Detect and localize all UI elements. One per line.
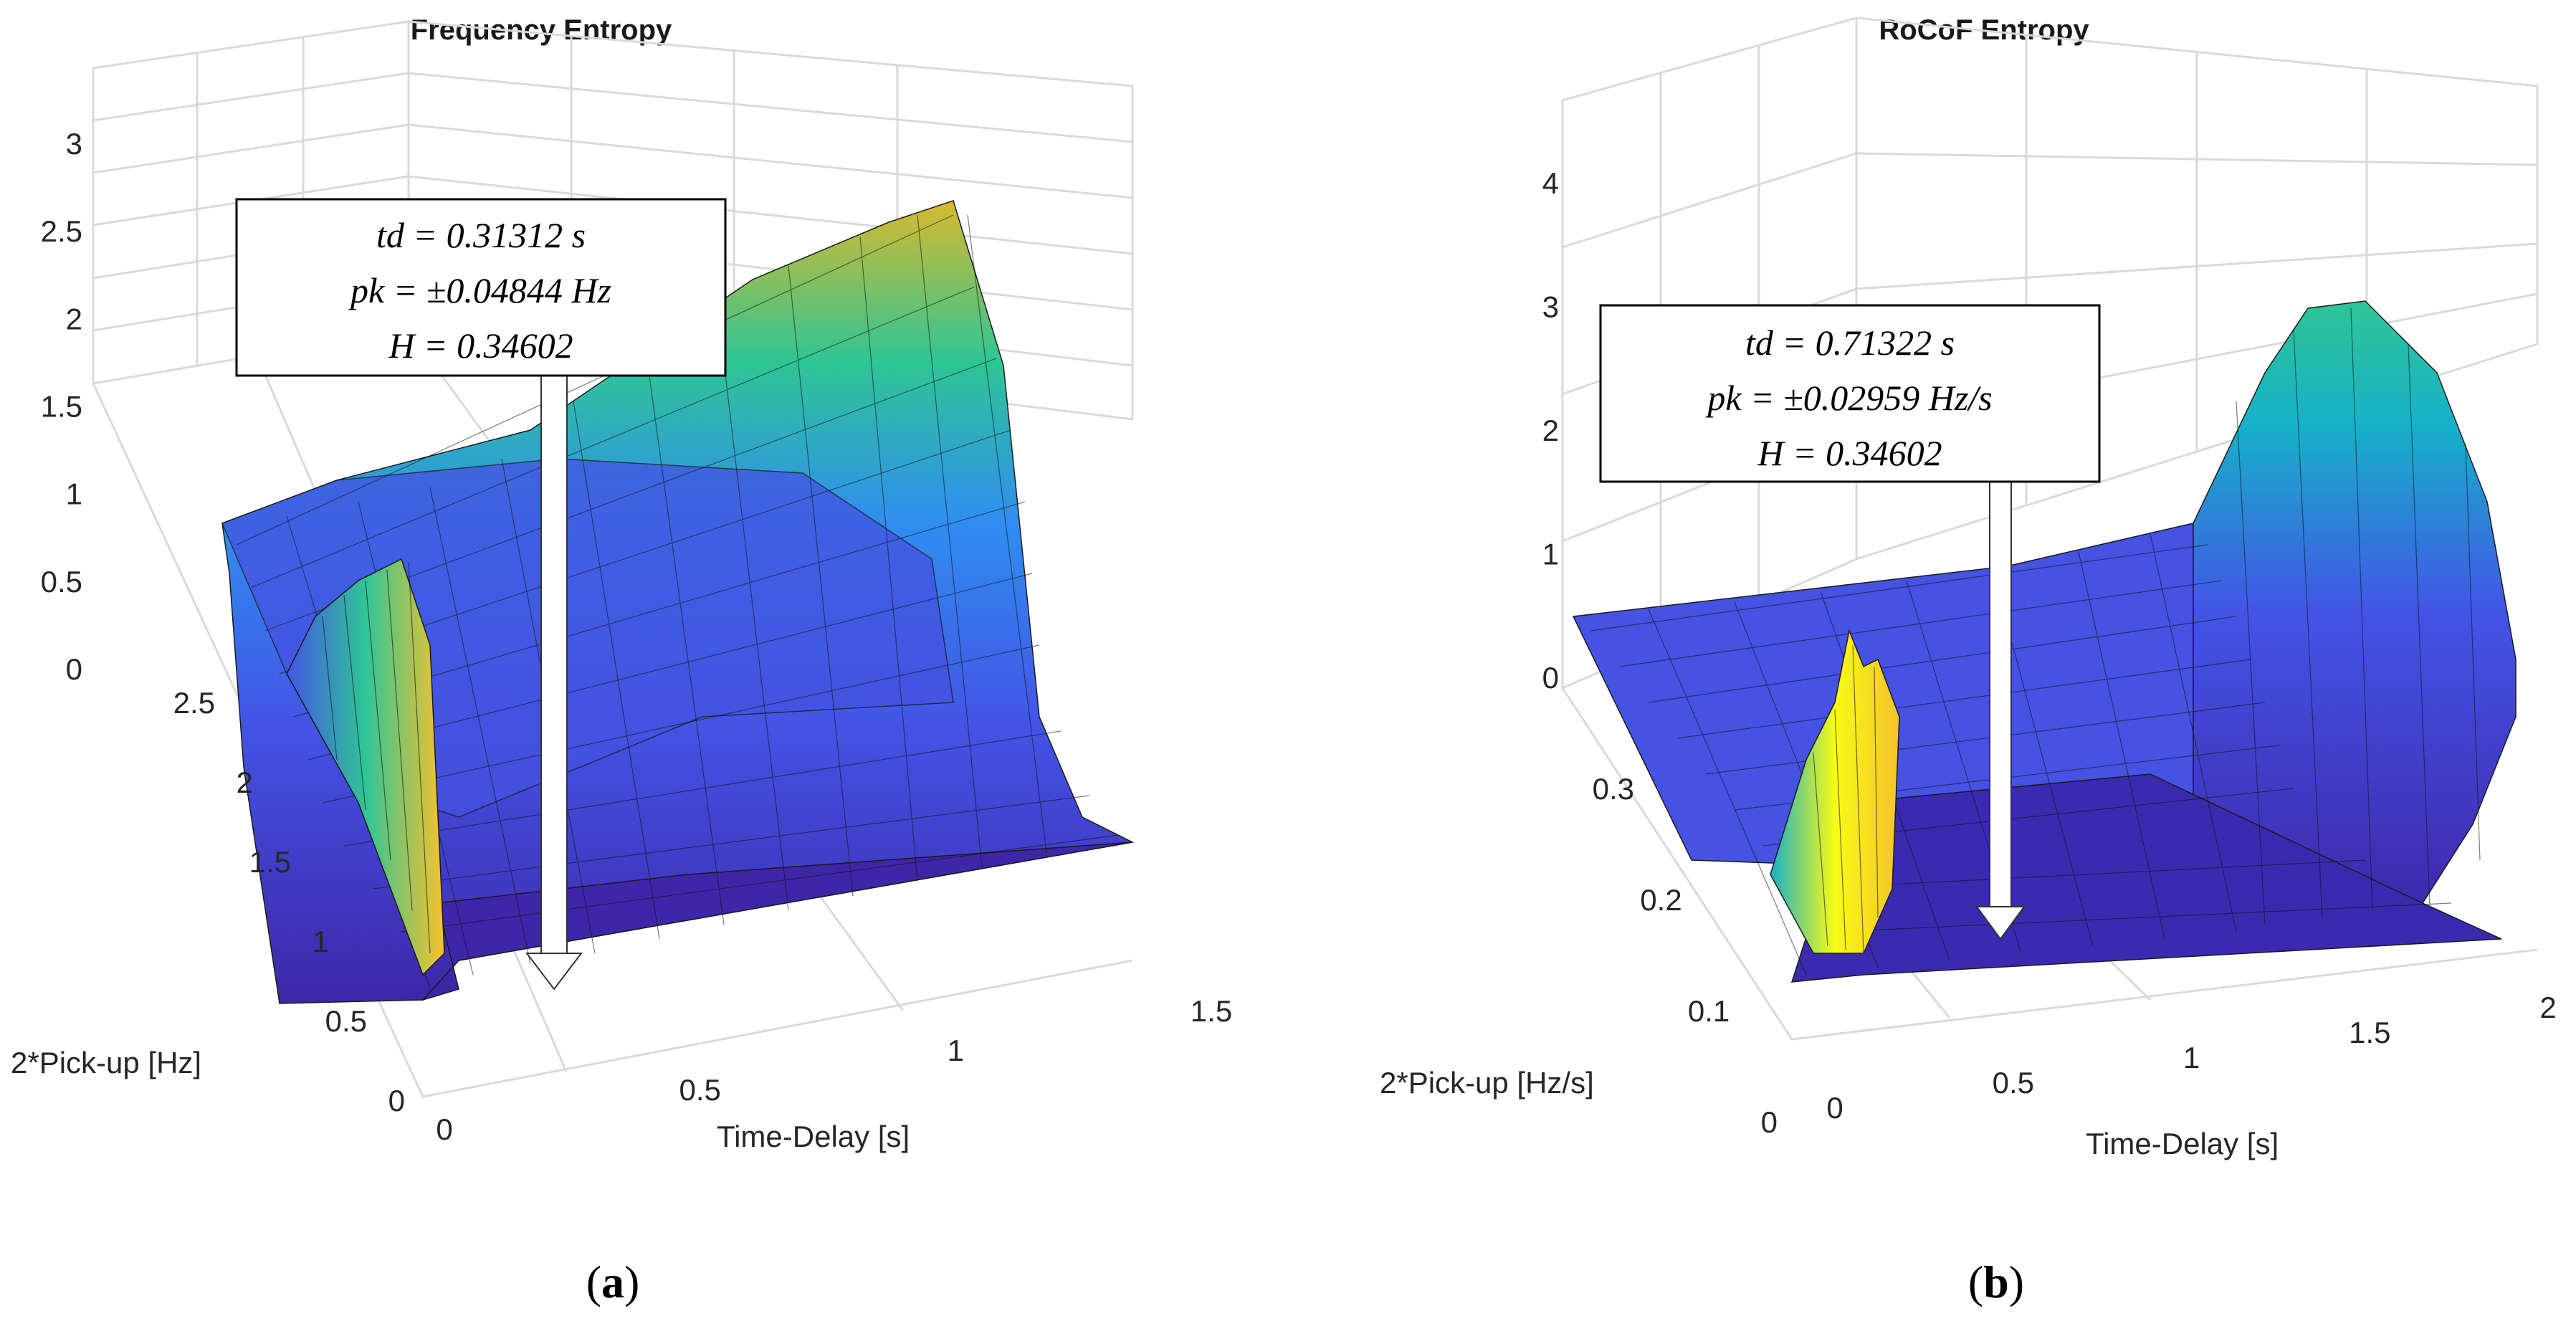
panel-b-x-tick-label: 0.5	[1993, 1066, 2034, 1100]
panel-a-z-tick-label: 0	[66, 652, 82, 686]
panel-b-floor-trough	[1790, 773, 2502, 983]
panel-a-spike	[286, 558, 445, 976]
panel-a-z-tick-label: 1.5	[41, 390, 82, 424]
panel-a-x-tick-label: 0.5	[679, 1073, 721, 1107]
panel-a-ylabel: 2*Pick-up [Hz]	[11, 1046, 201, 1079]
panel-b-ylabel: 2*Pick-up [Hz/s]	[1380, 1066, 1594, 1100]
panel-b: RoCoF Entropy	[1380, 14, 2557, 1307]
panel-a-x-tick-label: 0	[436, 1112, 452, 1146]
panel-b-z-tick-label: 1	[1542, 538, 1559, 571]
panel-a-z-tick-label: 2.5	[41, 214, 82, 248]
panel-b-xlabel: Time-Delay [s]	[2086, 1127, 2279, 1160]
panel-a-z-tick-label: 2	[66, 302, 82, 335]
panel-a-annotation-box	[235, 198, 727, 377]
panel-a-y-tick-label: 0	[388, 1084, 405, 1117]
panel-b-y-tick-label: 0	[1761, 1105, 1778, 1139]
panel-b-datatip: td = 0.71322 s pk = ±0.02959 Hz/s H = 0.…	[1599, 304, 2101, 940]
panel-a-xlabel: Time-Delay [s]	[717, 1120, 910, 1153]
panel-a-annotation-line-3: H = 0.34602	[388, 325, 573, 366]
panel-b-surface	[1572, 300, 2517, 983]
panel-b-annotation-line-2: pk = ±0.02959 Hz/s	[1705, 378, 1992, 418]
panel-a-x-tick-label: 1	[948, 1034, 964, 1067]
panel-b-y-tick-label: 0.1	[1688, 994, 1730, 1028]
panel-b-spike-mesh	[1813, 644, 1879, 954]
panel-a-y-tick-label: 0.5	[325, 1004, 367, 1038]
panel-b-x-ticks: 0 0.5 1 1.5 2	[1826, 991, 2556, 1125]
panel-a-annotation-line-1: td = 0.31312 s	[376, 215, 586, 255]
panel-b-y-tick-label: 0.2	[1640, 883, 1681, 917]
panel-a-annotation-line-2: pk = ±0.04844 Hz	[348, 270, 611, 310]
panel-b-z-ticks: 0 1 2 3 4	[1542, 166, 1559, 695]
panel-b-annotation-box	[1599, 304, 2101, 483]
panel-a-z-tick-label: 1	[66, 477, 82, 511]
panel-a-y-tick-label: 2	[237, 766, 253, 799]
panel-b-spike	[1770, 629, 1900, 954]
panel-b-z-tick-label: 3	[1542, 290, 1559, 324]
panel-b-x-tick-label: 0	[1826, 1091, 1843, 1125]
panel-b-x-tick-label: 2	[2539, 991, 2556, 1024]
panel-a-y-tick-label: 2.5	[173, 686, 215, 720]
panel-a-surface	[221, 200, 1135, 1004]
panel-b-y-ticks: 0 0.1 0.2 0.3	[1593, 772, 1778, 1139]
panel-a-datatip: td = 0.31312 s pk = ±0.04844 Hz H = 0.34…	[235, 198, 727, 991]
panel-a-x-ticks: 0 0.5 1 1.5	[436, 994, 1232, 1146]
panel-a-z-tick-label: 0.5	[41, 565, 82, 598]
panel-a-label: (a)	[586, 1256, 640, 1307]
panel-a-y-tick-label: 1.5	[249, 845, 291, 879]
panel-a-y-ticks: 0 0.5 1 1.5 2 2.5	[173, 686, 405, 1117]
panel-a-spike-mesh	[322, 562, 431, 954]
panel-b-annotation-line-3: H = 0.34602	[1757, 433, 1942, 473]
panel-a-z-tick-label: 3	[66, 127, 82, 161]
panel-b-label: (b)	[1968, 1256, 2024, 1307]
panel-b-annotation-line-1: td = 0.71322 s	[1745, 323, 1955, 363]
panel-b-z-tick-label: 2	[1542, 414, 1559, 447]
panel-a: Frequency Entropy	[11, 14, 1232, 1307]
panel-a-y-tick-label: 1	[313, 925, 329, 958]
panel-b-y-tick-label: 0.3	[1593, 772, 1634, 806]
panel-b-x-tick-label: 1.5	[2349, 1016, 2390, 1049]
panel-b-x-tick-label: 1	[2183, 1041, 2200, 1074]
panel-a-x-tick-label: 1.5	[1191, 994, 1232, 1028]
panel-b-z-tick-label: 4	[1542, 166, 1559, 200]
panel-b-z-tick-label: 0	[1542, 661, 1559, 695]
panel-a-z-ticks: 0 0.5 1 1.5 2 2.5 3	[41, 127, 82, 686]
